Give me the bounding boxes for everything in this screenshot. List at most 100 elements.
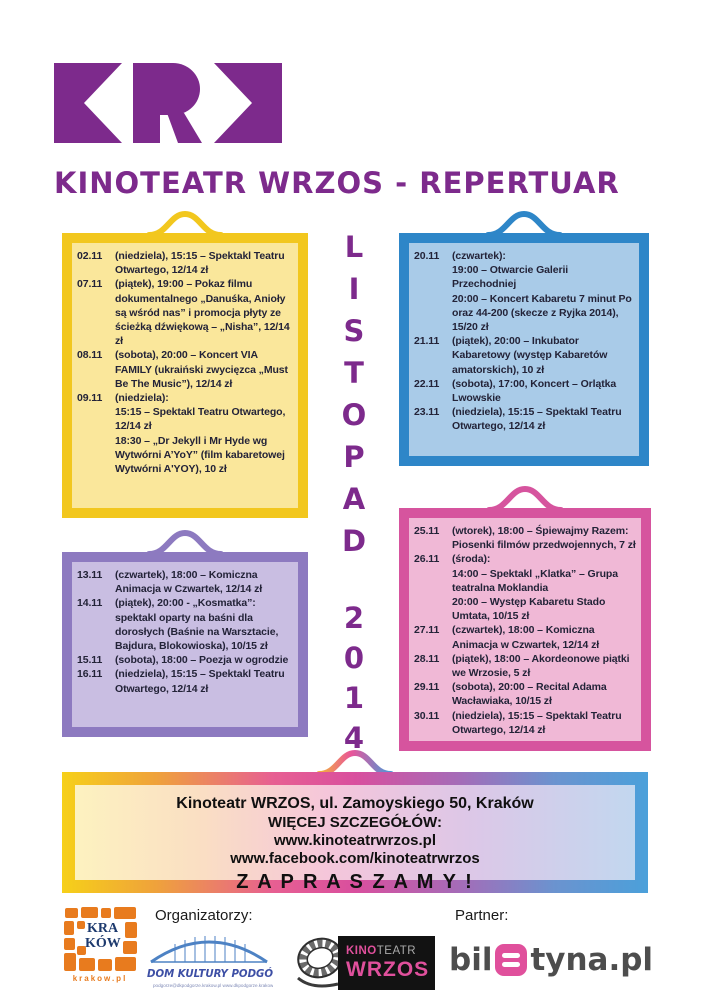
wrzos-logo-name: WRZOS	[346, 958, 430, 981]
krk-letter-k2	[214, 63, 282, 143]
entry-line: 15:15 – Spektakl Teatru Otwartego, 12/14…	[115, 406, 286, 433]
hanger-bump-purple	[147, 529, 223, 555]
entry-description: (niedziela), 15:15 – Spektakl Teatru Otw…	[115, 249, 293, 277]
entry-date: 29.11	[414, 681, 440, 694]
schedule-entry: 27.11 (czwartek), 18:00 – Komiczna Animac…	[414, 623, 636, 651]
partner-label: Partner:	[455, 907, 509, 924]
dom-kultury-podgorze-logo: DOM KULTURY PODGÓRZE podgorze@dkpodgorze…	[147, 936, 273, 988]
schedule-entry: 22.11 (sobota), 17:00, Koncert – Orlątka …	[414, 377, 634, 405]
entry-date: 23.11	[414, 406, 440, 419]
wrzos-logo: KINOTEATR WRZOS	[338, 936, 435, 990]
entry-line: (czwartek), 18:00 – Komiczna Animacja w …	[452, 624, 600, 651]
entry-line: 18:30 – „Dr Jekyll i Mr Hyde wg Wytwórni…	[115, 434, 285, 476]
hanger-bump-pink	[487, 485, 563, 511]
page-title: KINOTEATR WRZOS - REPERTUAR	[54, 166, 620, 200]
entry-date: 28.11	[414, 652, 440, 665]
biletyna-post: tyna.pl	[530, 942, 654, 978]
entry-line: (niedziela), 15:15 – Spektakl Teatru Otw…	[115, 250, 285, 277]
schedule-box-week4: 25.11 (wtorek), 18:00 – Śpiewajmy Razem: …	[399, 508, 651, 752]
entry-date: 27.11	[414, 624, 440, 637]
entry-description: (czwartek), 18:00 – Komiczna Animacja w …	[115, 568, 293, 596]
organizers-label: Organizatorzy:	[155, 907, 253, 924]
month-gap	[334, 562, 374, 598]
entry-line: (niedziela):	[115, 392, 169, 405]
entry-date: 16.11	[77, 668, 103, 681]
entry-line: (sobota), 20:00 – Recital Adama Wacławia…	[452, 681, 607, 708]
venue-address: Kinoteatr WRZOS, ul. Zamoyskiego 50, Kra…	[176, 795, 534, 812]
biletyna-pre: bil	[449, 942, 493, 978]
entry-date: 07.11	[77, 278, 103, 291]
schedule-entry: 25.11 (wtorek), 18:00 – Śpiewajmy Razem: …	[414, 524, 636, 552]
entry-line: (sobota), 20:00 – Koncert VIA FAMILY (uk…	[115, 349, 288, 390]
entry-line: (piątek), 18:00 – Akordeonowe piątki we …	[452, 652, 630, 680]
entry-description: (niedziela), 15:15 – Spektakl Teatru Otw…	[452, 709, 636, 737]
schedule-entry: 28.11 (piątek), 18:00 – Akordeonowe piątk…	[414, 652, 636, 680]
entry-line: (czwartek), 18:00 – Komiczna Animacja w …	[115, 569, 263, 596]
entry-line: (piątek), 20:00 – Inkubator Kabaretowy (…	[452, 335, 608, 376]
entry-description: (czwartek), 18:00 – Komiczna Animacja w …	[452, 623, 636, 651]
schedule-box-week1: 02.11 (niedziela), 15:15 – Spektakl Teatr…	[62, 233, 308, 518]
schedule-entry: 26.11 (środa): 14:00 – Spektakl „Klatka” –…	[414, 552, 636, 623]
entry-date: 20.11	[414, 250, 440, 262]
entry-description: (niedziela), 15:15 – Spektakl Teatru Otw…	[115, 667, 293, 695]
schedule-entry: 13.11 (czwartek), 18:00 – Komiczna Animac…	[77, 568, 293, 596]
hanger-bump-blue	[486, 210, 562, 236]
entry-description: (piątek), 20:00 – Inkubator Kabaretowy (…	[452, 334, 634, 377]
svg-text:KRA: KRA	[87, 921, 119, 936]
month-letter: I	[348, 272, 360, 306]
entry-line: 14:00 – Spektakl „Klatka” – Grupa teatra…	[452, 567, 618, 594]
entry-line: (środa):	[452, 553, 491, 566]
schedule-entry: 29.11 (sobota), 20:00 – Recital Adama Wac…	[414, 680, 636, 708]
krakow-logo: KRA KÓW	[64, 907, 137, 971]
entry-description: (piątek), 19:00 – Pokaz filmu dokumental…	[115, 277, 293, 348]
info-banner: Kinoteatr WRZOS, ul. Zamoyskiego 50, Kra…	[62, 772, 648, 893]
info-banner-inner: Kinoteatr WRZOS, ul. Zamoyskiego 50, Kra…	[75, 785, 635, 893]
schedule-entry: 08.11 (sobota), 20:00 – Koncert VIA FAMIL…	[77, 348, 293, 391]
entry-description: (sobota), 17:00, Koncert – Orlątka Lwows…	[452, 377, 634, 405]
entry-date: 26.11	[414, 553, 440, 566]
website-url: www.kinoteatrwrzos.pl	[274, 832, 436, 849]
entry-description: (wtorek), 18:00 – Śpiewajmy Razem: Piose…	[452, 524, 636, 552]
film-reel-icon	[297, 937, 342, 988]
entry-line: (niedziela), 15:15 – Spektakl Teatru Otw…	[115, 668, 285, 695]
entry-date: 02.11	[77, 250, 103, 262]
biletyna-logo: bil tyna.pl	[449, 942, 653, 978]
entry-description: (niedziela), 15:15 – Spektakl Teatru Otw…	[452, 405, 634, 433]
month-letter: A	[342, 482, 366, 516]
month-letter: 4	[343, 721, 365, 755]
entry-line: 20:00 – Występ Kabaretu Stado Umtata, 10…	[452, 596, 606, 623]
schedule-entry: 16.11 (niedziela), 15:15 – Spektakl Teatr…	[77, 667, 293, 695]
entry-line: (sobota), 17:00, Koncert – Orlątka Lwows…	[452, 377, 617, 405]
schedule-entry: 30.11 (niedziela), 15:15 – Spektakl Teatr…	[414, 709, 636, 737]
schedule-entry: 14.11 (piątek), 20:00 - „Kosmatka”: spekt…	[77, 596, 293, 653]
entry-date: 09.11	[77, 392, 103, 405]
invite-text: Z A P R A S Z A M Y !	[236, 871, 474, 893]
entry-description: (piątek), 18:00 – Akordeonowe piątki we …	[452, 652, 636, 680]
entry-line: (niedziela), 15:15 – Spektakl Teatru Otw…	[452, 709, 622, 736]
entry-line: 20:00 – Koncert Kabaretu 7 minut Po oraz…	[452, 292, 632, 334]
month-letter: D	[341, 524, 367, 558]
hanger-bump-yellow	[147, 210, 223, 236]
month-letter: T	[344, 356, 364, 390]
entry-description: (sobota), 20:00 – Koncert VIA FAMILY (uk…	[115, 348, 293, 391]
entry-date: 14.11	[77, 597, 103, 610]
wrzos-logo-top: KINOTEATR	[346, 945, 417, 957]
facebook-url: www.facebook.com/kinoteatrwrzos	[230, 850, 480, 867]
krk-letter-r	[133, 63, 202, 143]
schedule-entry: 09.11 (niedziela): 15:15 – Spektakl Teatru…	[77, 391, 293, 476]
entry-description: (piątek), 20:00 - „Kosmatka”: spektakl o…	[115, 596, 293, 653]
krk-letter-k1	[54, 63, 122, 143]
entry-line: (niedziela), 15:15 – Spektakl Teatru Otw…	[452, 406, 622, 433]
svg-text:KÓW: KÓW	[85, 934, 121, 951]
entry-date: 25.11	[414, 525, 440, 537]
schedule-entry: 23.11 (niedziela), 15:15 – Spektakl Teatr…	[414, 405, 634, 433]
entry-line: 19:00 – Otwarcie Galerii Przechodniej	[452, 264, 569, 291]
schedule-box-week2: 13.11 (czwartek), 18:00 – Komiczna Animac…	[62, 552, 308, 737]
svg-text:podgorze@dkpodgorze.krakow.pl: podgorze@dkpodgorze.krakow.pl www.dkpodg…	[153, 983, 273, 988]
schedule-entry: 15.11 (sobota), 18:00 – Poezja w ogrodzie	[77, 653, 293, 667]
month-letter: O	[341, 398, 367, 432]
